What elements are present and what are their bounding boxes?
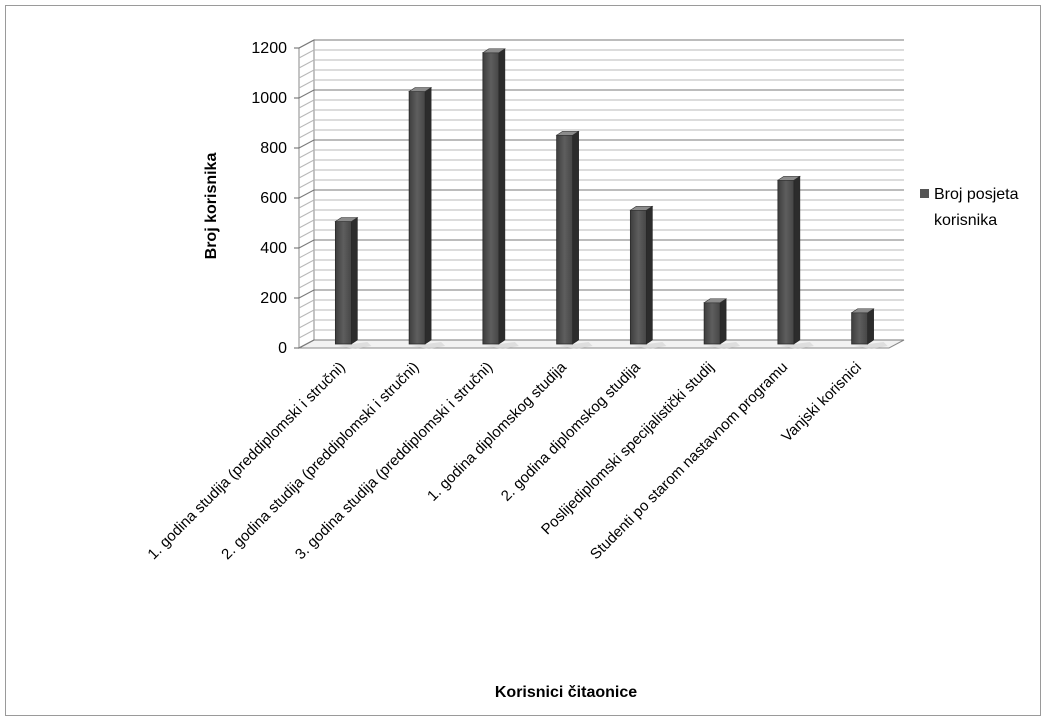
minor-gridline <box>298 169 904 179</box>
minor-gridline <box>298 329 904 339</box>
chart-frame: 0 200 400 600 800 1000 1200 1. godina studija … <box>5 5 1041 716</box>
y-tick-label: 200 <box>260 290 287 307</box>
major-gridline <box>298 89 904 99</box>
legend-label-line-1: Broj posjeta <box>934 186 1019 203</box>
minor-gridline <box>298 149 904 159</box>
y-tick-label: 800 <box>260 140 287 157</box>
major-gridline <box>298 189 904 199</box>
bar <box>334 216 372 349</box>
y-tick-label: 0 <box>278 340 287 357</box>
minor-gridline <box>298 229 904 239</box>
minor-gridline <box>298 259 904 269</box>
legend: Broj posjeta korisnika <box>920 186 1019 229</box>
floor <box>298 339 905 349</box>
y-axis-title: Broj korisnika <box>203 153 220 260</box>
minor-gridline <box>298 319 904 329</box>
bar <box>776 175 814 349</box>
major-gridline <box>298 289 904 299</box>
minor-gridline <box>298 279 904 289</box>
minor-gridline <box>298 249 904 259</box>
minor-gridline <box>298 269 904 279</box>
minor-gridline <box>298 209 904 219</box>
bar <box>703 298 741 349</box>
minor-gridline <box>298 69 904 79</box>
y-tick-label: 1000 <box>251 90 287 107</box>
bar <box>408 86 446 349</box>
bar <box>555 130 593 349</box>
gridlines <box>298 39 904 349</box>
minor-gridline <box>298 159 904 169</box>
minor-gridline <box>298 179 904 189</box>
major-gridline <box>298 239 904 249</box>
y-tick-label: 400 <box>260 240 287 257</box>
bar-chart: 0 200 400 600 800 1000 1200 1. godina studija … <box>144 39 1019 701</box>
legend-swatch <box>920 189 929 198</box>
minor-gridline <box>298 299 904 309</box>
minor-gridline <box>298 109 904 119</box>
minor-gridline <box>298 199 904 209</box>
legend-label-line-2: korisnika <box>934 212 997 229</box>
minor-gridline <box>298 309 904 319</box>
bar <box>629 205 667 349</box>
plot-walls <box>298 39 905 349</box>
minor-gridline <box>298 119 904 129</box>
x-axis-labels: 1. godina studija (preddiplomski i struč… <box>144 358 864 563</box>
x-axis-title: Korisnici čitaonice <box>495 684 637 701</box>
bar <box>850 308 888 349</box>
y-tick-label: 1200 <box>251 40 287 57</box>
bars <box>334 48 888 349</box>
minor-gridline <box>298 99 904 109</box>
minor-gridline <box>298 79 904 89</box>
minor-gridline <box>298 59 904 69</box>
bar <box>481 48 519 349</box>
minor-gridline <box>298 219 904 229</box>
minor-gridline <box>298 129 904 139</box>
x-tick-label: 1. godina diplomskog studija <box>424 358 570 504</box>
major-gridline <box>298 39 904 49</box>
x-tick-label: 2. godina diplomskog studija <box>498 358 644 504</box>
y-axis-ticks: 0 200 400 600 800 1000 1200 <box>251 40 299 357</box>
major-gridline <box>298 139 904 149</box>
x-tick-label: Vanjski korisnici <box>778 359 865 446</box>
y-tick-label: 600 <box>260 190 287 207</box>
minor-gridline <box>298 49 904 59</box>
